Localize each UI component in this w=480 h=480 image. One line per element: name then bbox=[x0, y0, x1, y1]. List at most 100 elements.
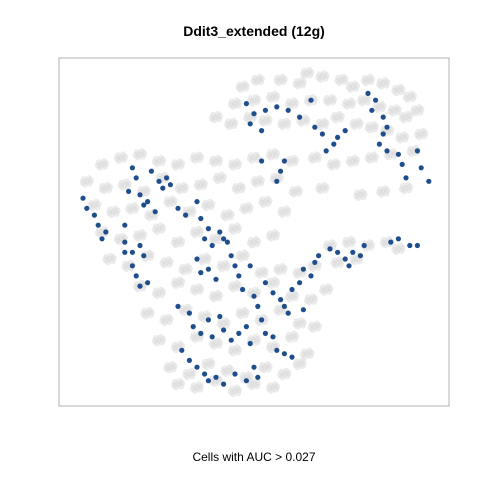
highlight-point bbox=[247, 340, 253, 347]
highlight-point bbox=[297, 280, 303, 286]
background-point bbox=[189, 334, 197, 341]
highlight-point bbox=[342, 128, 348, 134]
background-point bbox=[284, 334, 292, 341]
background-point bbox=[345, 158, 352, 166]
background-point bbox=[281, 75, 288, 83]
highlight-point bbox=[323, 148, 329, 154]
highlight-point bbox=[236, 330, 242, 336]
background-point bbox=[285, 119, 292, 127]
background-point bbox=[216, 292, 224, 299]
highlight-point bbox=[243, 101, 249, 107]
background-point bbox=[228, 366, 235, 373]
highlight-point bbox=[369, 107, 375, 113]
background-point bbox=[246, 239, 254, 247]
background-point bbox=[357, 119, 364, 127]
highlight-point bbox=[194, 199, 200, 205]
highlight-point bbox=[141, 253, 147, 259]
background-point bbox=[174, 185, 181, 193]
background-point bbox=[95, 200, 102, 208]
background-point bbox=[178, 267, 185, 274]
background-point bbox=[258, 199, 265, 206]
background-point bbox=[224, 121, 231, 128]
background-point bbox=[281, 265, 288, 272]
highlight-point bbox=[232, 263, 238, 269]
background-point bbox=[246, 381, 254, 389]
background-point bbox=[307, 263, 314, 270]
highlight-point bbox=[388, 239, 394, 245]
background-point bbox=[167, 258, 174, 265]
background-point bbox=[258, 75, 265, 83]
background-point bbox=[398, 114, 406, 122]
background-point bbox=[315, 74, 322, 81]
background-point bbox=[254, 379, 262, 387]
background-point bbox=[372, 153, 379, 160]
background-point bbox=[258, 365, 265, 372]
highlight-point bbox=[262, 107, 268, 113]
background-point bbox=[159, 156, 167, 164]
background-point bbox=[232, 119, 239, 127]
background-point bbox=[300, 319, 307, 326]
background-point bbox=[178, 278, 186, 285]
highlight-point bbox=[198, 330, 204, 336]
background-point bbox=[235, 281, 243, 289]
highlight-point bbox=[289, 286, 295, 293]
background-point bbox=[151, 290, 159, 297]
highlight-point bbox=[331, 141, 337, 147]
background-point bbox=[132, 152, 140, 159]
background-point bbox=[319, 287, 326, 294]
background-point bbox=[292, 361, 299, 368]
background-point bbox=[117, 182, 125, 189]
background-point bbox=[216, 321, 223, 328]
highlight-point bbox=[209, 334, 215, 340]
background-point bbox=[300, 79, 307, 86]
background-point bbox=[148, 251, 155, 258]
highlight-point bbox=[194, 364, 200, 370]
background-point bbox=[364, 125, 371, 132]
highlight-point bbox=[403, 175, 409, 181]
highlight-point bbox=[80, 195, 86, 201]
highlight-point bbox=[262, 280, 268, 286]
background-point bbox=[365, 96, 372, 103]
background-point bbox=[254, 270, 261, 277]
background-point bbox=[300, 351, 307, 358]
highlight-point bbox=[122, 249, 128, 255]
background-point bbox=[296, 187, 303, 194]
background-point bbox=[208, 341, 216, 348]
highlight-point bbox=[278, 297, 284, 303]
background-point bbox=[186, 305, 193, 312]
background-point bbox=[330, 96, 338, 103]
background-point bbox=[304, 116, 311, 123]
highlight-point bbox=[232, 371, 238, 377]
background-point bbox=[395, 135, 402, 142]
highlight-point bbox=[224, 239, 230, 245]
background-point bbox=[266, 116, 273, 123]
background-point bbox=[79, 179, 87, 186]
background-point bbox=[227, 101, 235, 108]
background-point bbox=[292, 81, 299, 88]
background-point bbox=[391, 87, 398, 95]
highlight-point bbox=[274, 104, 280, 110]
highlight-point bbox=[148, 168, 154, 174]
background-point bbox=[349, 256, 356, 264]
highlight-point bbox=[274, 178, 280, 184]
background-point bbox=[307, 155, 314, 162]
background-point bbox=[330, 114, 337, 122]
highlight-point bbox=[399, 161, 405, 167]
background-point bbox=[273, 231, 281, 238]
background-point bbox=[113, 155, 121, 162]
background-point bbox=[235, 253, 242, 260]
background-point bbox=[391, 246, 398, 254]
background-point bbox=[208, 294, 216, 301]
background-point bbox=[273, 278, 281, 285]
highlight-point bbox=[380, 114, 386, 120]
highlight-point bbox=[418, 165, 424, 171]
background-point bbox=[216, 263, 223, 270]
background-point bbox=[94, 229, 102, 237]
background-point bbox=[364, 155, 371, 162]
highlight-point bbox=[198, 215, 204, 222]
highlight-point bbox=[186, 310, 192, 316]
highlight-point bbox=[259, 317, 265, 323]
highlight-point bbox=[342, 256, 348, 262]
background-point bbox=[197, 314, 204, 321]
highlight-point bbox=[384, 124, 390, 130]
